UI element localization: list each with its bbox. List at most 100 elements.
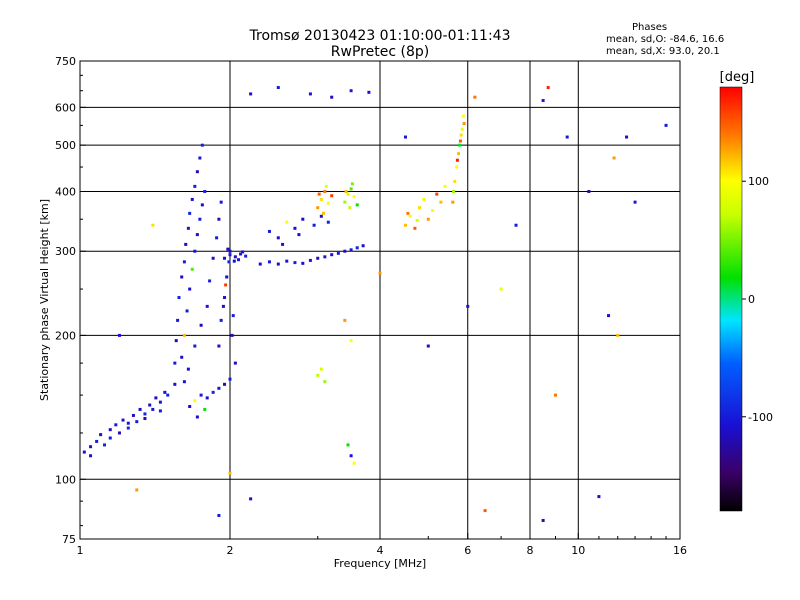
data-point	[203, 189, 207, 193]
data-point	[330, 194, 334, 198]
data-point	[103, 443, 107, 447]
data-point	[173, 361, 177, 365]
data-point	[466, 304, 470, 308]
data-point	[135, 420, 139, 424]
data-point	[413, 226, 417, 230]
data-point	[323, 380, 327, 384]
data-point	[217, 513, 221, 517]
data-point	[228, 253, 232, 257]
y-tick-label: 75	[62, 533, 76, 546]
data-point	[188, 287, 192, 291]
data-point	[301, 261, 305, 265]
data-point	[186, 226, 190, 230]
colorbar-tick-label: 100	[748, 175, 769, 188]
data-point	[154, 396, 158, 400]
data-point	[633, 200, 637, 204]
data-point	[367, 90, 371, 94]
chart-subtitle: RwPretec (8p)	[330, 44, 430, 60]
data-point	[625, 135, 629, 139]
data-point	[451, 200, 455, 204]
data-point	[343, 249, 347, 253]
data-point	[174, 339, 178, 343]
axis-ticks: 1 2 4 6 8 10 16 75 100 200 300 400 500 600 750	[55, 55, 687, 557]
data-point	[276, 236, 280, 240]
data-point	[330, 95, 334, 99]
x-tick-label: 6	[464, 544, 471, 557]
data-point	[121, 418, 125, 422]
data-point	[195, 233, 199, 237]
data-point	[316, 206, 320, 210]
data-point	[95, 439, 99, 443]
phases-x-mode: mean, sd,X: 93.0, 20.1	[606, 46, 720, 57]
data-point	[452, 189, 456, 193]
data-point	[117, 431, 121, 435]
data-point	[616, 333, 620, 337]
data-point	[293, 261, 297, 265]
data-point	[131, 413, 135, 417]
grid-lines	[80, 61, 680, 539]
data-point	[163, 390, 167, 394]
data-point	[439, 200, 443, 204]
data-point	[177, 296, 181, 300]
data-point	[151, 223, 155, 227]
data-point	[223, 382, 227, 386]
data-point	[458, 139, 462, 143]
data-point	[219, 318, 223, 322]
data-point	[193, 249, 197, 253]
x-axis-label: Frequency [MHz]	[334, 557, 426, 570]
data-point	[565, 135, 569, 139]
data-point	[293, 226, 297, 230]
data-point	[258, 262, 262, 266]
data-point	[426, 217, 430, 221]
data-point	[108, 436, 112, 440]
x-tick-label: 16	[673, 544, 687, 557]
data-point	[241, 250, 245, 254]
data-point	[182, 380, 186, 384]
data-point	[607, 314, 611, 318]
phases-title: Phases	[632, 22, 668, 33]
data-point	[267, 229, 271, 233]
data-point	[462, 122, 466, 126]
colorbar-unit-label: [deg]	[720, 70, 755, 85]
data-point	[316, 256, 320, 260]
data-point	[319, 367, 323, 371]
data-point	[514, 223, 518, 227]
data-point	[190, 197, 194, 201]
data-point	[219, 200, 223, 204]
y-tick-label: 600	[55, 101, 76, 114]
data-point	[346, 192, 350, 196]
y-tick-label: 300	[55, 245, 76, 258]
data-point	[223, 256, 227, 260]
data-point	[612, 156, 616, 160]
data-point	[426, 344, 430, 348]
data-point	[349, 339, 353, 343]
data-point	[208, 279, 212, 283]
data-point	[117, 333, 121, 337]
data-point	[344, 189, 348, 193]
data-point	[233, 361, 237, 365]
data-point	[597, 495, 601, 499]
data-point	[180, 355, 184, 359]
data-point	[198, 217, 202, 221]
data-point	[308, 258, 312, 262]
data-point	[225, 275, 229, 279]
data-point	[211, 256, 215, 260]
data-point	[217, 344, 221, 348]
y-tick-label: 750	[55, 55, 76, 68]
data-point	[276, 86, 280, 90]
data-point	[317, 192, 321, 196]
data-point	[276, 262, 280, 266]
y-axis-label: Stationary phase Virtual Height [km]	[38, 199, 51, 401]
chart-title: Tromsø 20130423 01:10:00-01:11:43	[249, 28, 511, 44]
data-point	[249, 497, 253, 501]
data-point	[459, 133, 463, 137]
x-tick-label: 8	[527, 544, 534, 557]
data-point	[114, 423, 118, 427]
data-point	[455, 165, 459, 169]
data-point	[455, 158, 459, 162]
data-point	[361, 244, 365, 248]
data-point	[89, 445, 93, 449]
data-point	[587, 189, 591, 193]
data-point	[417, 206, 421, 210]
y-tick-label: 500	[55, 139, 76, 152]
